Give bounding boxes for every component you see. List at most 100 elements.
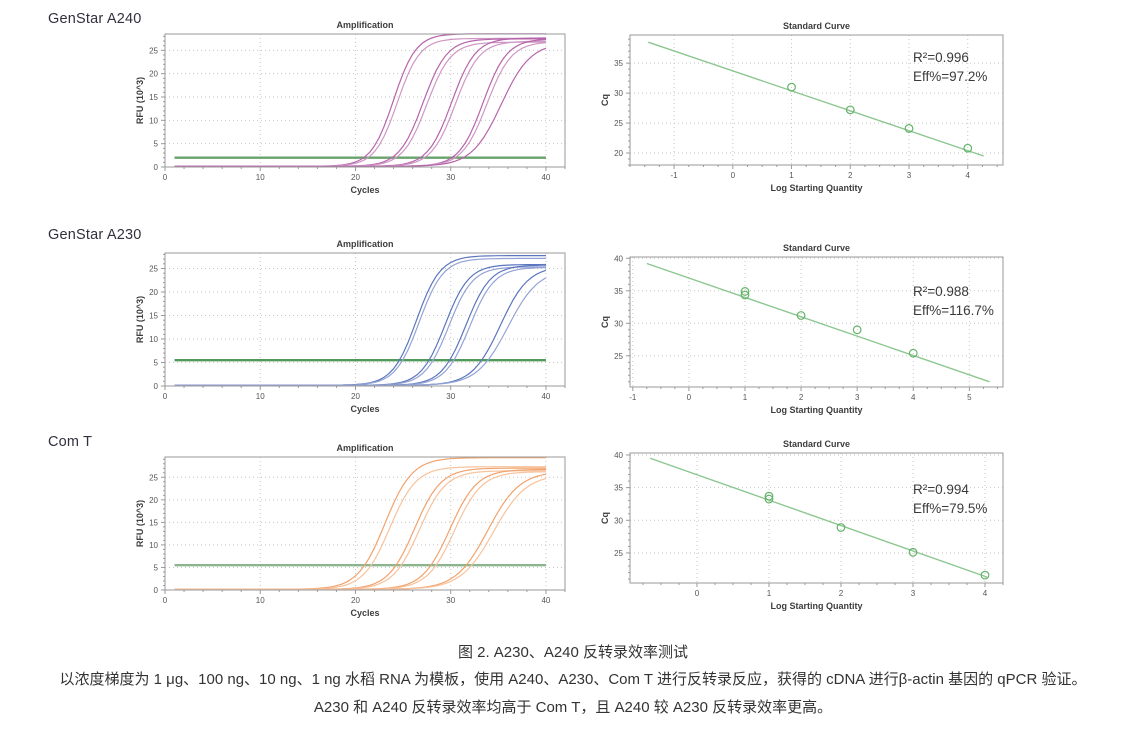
- chart-title: Standard Curve: [783, 21, 850, 31]
- standard-point: [908, 547, 918, 557]
- efficiency-label: Eff%=97.2%: [913, 69, 987, 84]
- x-tick-label: 30: [446, 596, 455, 605]
- plot-border: [164, 252, 566, 387]
- y-axis-label: RFU (10^3): [135, 500, 145, 547]
- plot-border: [629, 256, 1004, 388]
- standard-point: [908, 348, 918, 358]
- x-tick-label: 1: [767, 589, 772, 598]
- y-tick-label: 20: [149, 496, 158, 505]
- y-tick-label: 0: [154, 586, 159, 595]
- standard-point: [904, 124, 914, 133]
- x-tick-label: 5: [967, 393, 972, 402]
- standard-curve-chart-a230: Standard Curve -1 0 1 2 3 4 5 25 30 35 40 Log Starti…: [600, 243, 1004, 415]
- standard-point: [764, 494, 774, 504]
- row-label-com-t: Com T: [48, 434, 93, 450]
- plot-border: [164, 456, 566, 591]
- caption-conclusion: A230 和 A240 反转录效率均高于 Com T，且 A240 较 A230…: [313, 699, 833, 716]
- y-axis-label: Cq: [600, 94, 610, 106]
- x-tick-label: 40: [541, 173, 550, 182]
- amplification-curve: [174, 38, 547, 167]
- x-tick-label: 30: [446, 392, 455, 401]
- plot-border: [629, 34, 1004, 166]
- amplification-curve: [174, 257, 546, 386]
- y-axis-label: Cq: [600, 512, 610, 524]
- chart-title: Standard Curve: [783, 243, 850, 253]
- amplification-curve: [174, 41, 546, 167]
- x-tick-label: 20: [351, 596, 360, 605]
- amplification-curve: [174, 263, 547, 386]
- efficiency-label: Eff%=79.5%: [913, 501, 987, 516]
- amplification-curve: [174, 457, 546, 590]
- x-tick-label: 30: [446, 173, 455, 182]
- y-tick-label: 15: [149, 93, 158, 102]
- standard-point: [764, 491, 774, 501]
- x-tick-label: 10: [256, 596, 265, 605]
- y-tick-label: 30: [614, 516, 623, 525]
- standard-point: [963, 143, 973, 153]
- x-axis-label: Log Starting Quantity: [771, 601, 863, 611]
- y-tick-label: 25: [149, 473, 158, 482]
- y-tick-label: 35: [614, 59, 623, 68]
- x-tick-label: -1: [629, 393, 637, 402]
- amplification-curve: [174, 264, 546, 386]
- x-tick-label: 0: [695, 589, 700, 598]
- amplification-curve: [174, 477, 547, 590]
- y-tick-label: 0: [154, 163, 159, 172]
- standard-curve-chart-com-t: Standard Curve 0 1 2 3 4 25 30 35 40 Log Starting …: [600, 439, 1004, 611]
- y-tick-label: 20: [149, 288, 158, 297]
- y-axis-label: RFU (10^3): [135, 77, 145, 124]
- y-tick-label: 40: [614, 451, 623, 460]
- fit-line: [647, 41, 984, 157]
- y-tick-label: 20: [614, 149, 623, 158]
- y-tick-label: 25: [614, 119, 623, 128]
- x-tick-label: 0: [163, 392, 168, 401]
- standard-point: [796, 311, 806, 320]
- amplification-curve: [174, 37, 546, 167]
- y-tick-label: 15: [149, 312, 158, 321]
- x-axis-label: Log Starting Quantity: [771, 183, 863, 193]
- amplification-curve: [174, 277, 547, 386]
- y-tick-label: 0: [154, 382, 159, 391]
- y-tick-label: 25: [149, 265, 158, 274]
- x-axis-label: Cycles: [350, 404, 379, 414]
- y-tick-label: 35: [614, 287, 623, 296]
- amplification-curve: [174, 42, 547, 167]
- chart-title: Amplification: [336, 239, 393, 249]
- amplification-curve: [174, 267, 547, 386]
- amplification-curve: [174, 40, 546, 167]
- x-tick-label: 0: [687, 393, 692, 402]
- standard-point: [836, 523, 846, 532]
- x-tick-label: 20: [351, 392, 360, 401]
- y-tick-label: 25: [614, 549, 623, 558]
- plot-border: [164, 252, 566, 387]
- caption-description: 以浓度梯度为 1 μg、100 ng、10 ng、1 ng 水稻 RNA 为模板…: [59, 671, 1087, 688]
- x-tick-label: 4: [966, 171, 971, 180]
- x-tick-label: 1: [743, 393, 748, 402]
- x-tick-label: 40: [541, 392, 550, 401]
- r-squared-label: R²=0.996: [913, 50, 969, 65]
- r-squared-label: R²=0.994: [913, 482, 969, 497]
- x-tick-label: 40: [541, 596, 550, 605]
- x-tick-label: 0: [163, 596, 168, 605]
- standard-point: [980, 570, 990, 580]
- amplification-curve: [174, 269, 547, 386]
- y-tick-label: 5: [154, 359, 159, 368]
- amplification-curve: [174, 255, 546, 386]
- x-tick-label: 3: [855, 393, 860, 402]
- y-tick-label: 25: [149, 46, 158, 55]
- x-tick-label: 0: [731, 171, 736, 180]
- y-tick-label: 5: [154, 563, 159, 572]
- caption-title: 图 2. A230、A240 反转录效率测试: [457, 644, 689, 661]
- x-tick-label: 4: [983, 589, 988, 598]
- amplification-curve: [174, 266, 546, 386]
- standard-point: [740, 290, 750, 300]
- y-tick-label: 20: [149, 70, 158, 79]
- x-tick-label: 3: [911, 589, 916, 598]
- x-tick-label: 4: [911, 393, 916, 402]
- efficiency-label: Eff%=116.7%: [913, 303, 994, 318]
- standard-curve-chart-a240: Standard Curve -1 0 1 2 3 4 20 25 30 35 Log Startin…: [600, 21, 1004, 193]
- y-tick-label: 30: [614, 89, 623, 98]
- standard-point: [852, 325, 862, 335]
- r-squared-label: R²=0.988: [913, 284, 969, 299]
- x-tick-label: 2: [839, 589, 844, 598]
